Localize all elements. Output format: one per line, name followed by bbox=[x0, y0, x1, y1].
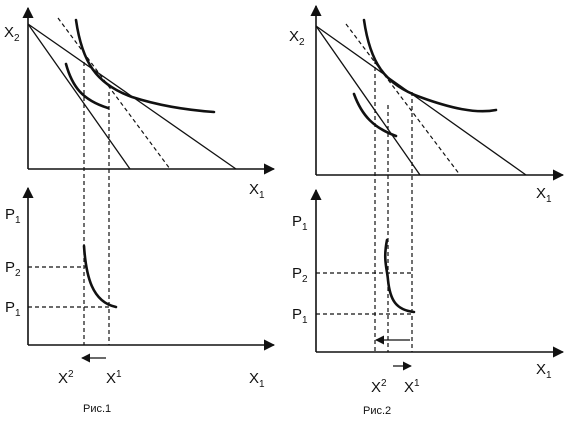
fig1-top-x-label: X1 bbox=[249, 181, 265, 201]
fig2-p2-label: P2 bbox=[292, 265, 308, 285]
figure-1: X2 X1 P1 X1 P2 P1 X2 X1 Рис.1 bbox=[4, 6, 276, 415]
fig2-compensated-budget-line bbox=[345, 23, 461, 176]
figure-2: X2 X1 P1 X1 P2 P1 X2 X1 Рис.2 bbox=[289, 4, 565, 417]
fig1-compensated-budget-line bbox=[57, 17, 171, 170]
fig2-p1-label: P1 bbox=[292, 306, 308, 326]
fig2-budget-line-steep bbox=[315, 25, 421, 176]
fig2-x1-label: X1 bbox=[404, 378, 420, 396]
fig2-bottom-x-label: X1 bbox=[536, 361, 552, 381]
fig2-x2-label: X2 bbox=[371, 378, 387, 396]
fig1-p2-label: P2 bbox=[5, 259, 21, 279]
fig1-demand-curve bbox=[82, 244, 118, 309]
fig2-indifference-curve-low bbox=[352, 92, 398, 138]
fig1-budget-line-steep bbox=[27, 23, 131, 170]
fig1-top-y-label: X2 bbox=[4, 24, 20, 44]
fig1-top-axes bbox=[22, 6, 276, 175]
fig2-top-x-label: X1 bbox=[536, 185, 552, 205]
fig2-top-axes bbox=[310, 4, 565, 181]
fig1-indifference-curve-high bbox=[74, 18, 216, 114]
fig1-p1-label: P1 bbox=[5, 299, 21, 319]
fig1-x1-label: X1 bbox=[106, 369, 122, 387]
fig2-budget-line-flat bbox=[315, 25, 527, 176]
fig2-indifference-curve-high bbox=[362, 18, 498, 113]
fig1-bottom-x-label: X1 bbox=[249, 370, 265, 390]
fig1-x2-label: X2 bbox=[58, 369, 74, 387]
fig1-indifference-curve-low bbox=[64, 62, 110, 110]
fig2-bottom-y-label: P1 bbox=[292, 213, 308, 233]
fig1-caption: Рис.1 bbox=[83, 403, 111, 415]
fig1-bottom-y-label: P1 bbox=[5, 206, 21, 226]
fig2-bottom-axes bbox=[310, 188, 565, 358]
fig2-caption: Рис.2 bbox=[363, 405, 391, 417]
fig2-top-y-label: X2 bbox=[289, 28, 305, 48]
fig2-demand-curve bbox=[383, 238, 416, 314]
